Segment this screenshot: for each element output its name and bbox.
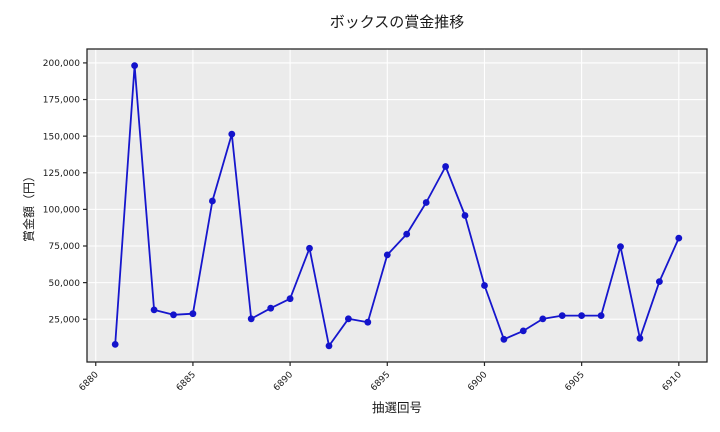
x-tick-label: 6895 bbox=[369, 370, 392, 393]
data-point bbox=[209, 197, 216, 205]
data-point bbox=[481, 282, 488, 289]
y-tick-label: 200,000 bbox=[43, 59, 80, 69]
data-point bbox=[597, 312, 605, 319]
x-axis-label: 抽選回号 bbox=[371, 400, 422, 415]
data-point bbox=[131, 62, 139, 69]
chart-title: ボックスの賞金推移 bbox=[329, 13, 465, 31]
data-point bbox=[286, 295, 294, 303]
data-point bbox=[383, 251, 391, 259]
data-point bbox=[111, 341, 119, 348]
y-tick-label: 75,000 bbox=[49, 242, 81, 252]
data-point bbox=[325, 342, 333, 350]
data-point bbox=[345, 315, 352, 323]
y-tick-label: 100,000 bbox=[43, 206, 80, 216]
y-tick-label: 150,000 bbox=[43, 132, 80, 142]
y-tick-label: 125,000 bbox=[43, 169, 80, 179]
data-point bbox=[578, 312, 585, 319]
data-point bbox=[150, 306, 158, 314]
data-point bbox=[519, 327, 527, 335]
data-point bbox=[558, 312, 566, 319]
y-tick-label: 25,000 bbox=[49, 315, 81, 325]
data-point bbox=[189, 310, 197, 318]
data-point bbox=[636, 334, 644, 342]
data-point bbox=[306, 244, 313, 252]
data-point bbox=[403, 230, 411, 238]
data-point bbox=[461, 212, 469, 219]
x-tick-label: 6900 bbox=[466, 370, 489, 393]
data-point bbox=[364, 318, 372, 326]
data-point bbox=[228, 130, 236, 138]
data-point bbox=[422, 199, 430, 206]
plot-area bbox=[87, 49, 707, 362]
x-tick-label: 6890 bbox=[272, 370, 295, 393]
x-tick-label: 6905 bbox=[563, 370, 586, 393]
plot-border bbox=[86, 48, 708, 363]
data-point bbox=[675, 234, 683, 242]
data-point bbox=[500, 335, 508, 343]
data-point bbox=[170, 311, 177, 319]
y-tick-label: 175,000 bbox=[43, 96, 80, 106]
y-tick-label: 50,000 bbox=[49, 279, 81, 289]
data-point bbox=[247, 315, 255, 323]
data-point bbox=[267, 304, 275, 312]
x-tick-label: 6880 bbox=[78, 370, 101, 393]
data-point bbox=[617, 243, 624, 251]
data-point bbox=[442, 163, 449, 170]
x-tick-label: 6885 bbox=[175, 370, 198, 393]
x-tick-label: 6910 bbox=[661, 370, 684, 393]
data-point bbox=[539, 315, 547, 323]
data-point bbox=[656, 278, 663, 285]
